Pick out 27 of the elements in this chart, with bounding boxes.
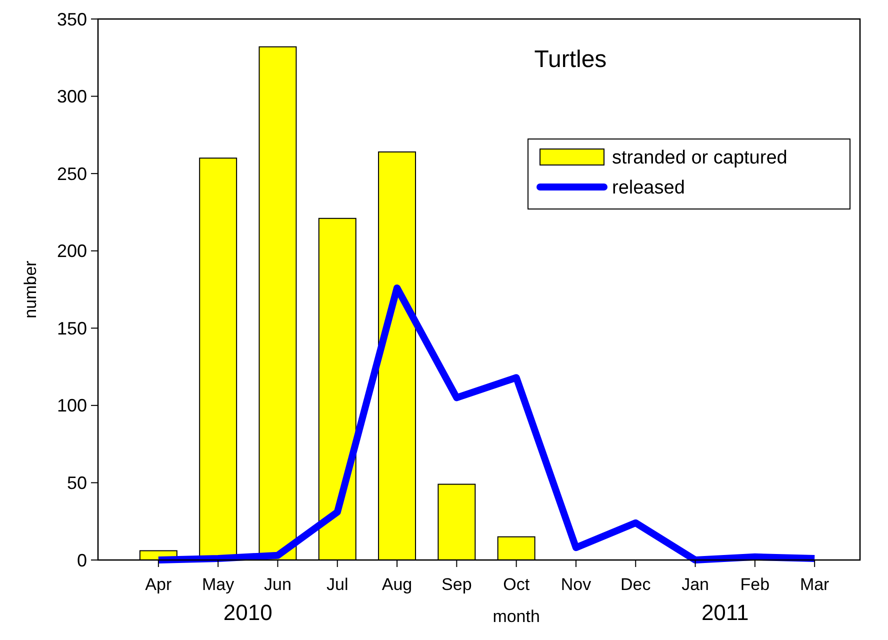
x-tick-label: Mar xyxy=(800,575,830,594)
legend-label: released xyxy=(612,178,685,199)
legend-label: stranded or captured xyxy=(612,148,788,169)
y-tick-label: 0 xyxy=(76,550,87,570)
x-tick-label: Sep xyxy=(442,575,472,594)
x-axis-title: month xyxy=(492,607,540,626)
x-tick-label: Jun xyxy=(264,575,292,594)
y-tick-label: 100 xyxy=(56,396,87,416)
x-tick-label: Feb xyxy=(740,575,770,594)
text: 2010 xyxy=(223,600,272,625)
y-tick-label: 200 xyxy=(56,241,87,262)
x-tick-label: Aug xyxy=(382,575,412,594)
y-tick-label: 50 xyxy=(66,473,87,494)
x-tick-label: Nov xyxy=(560,575,592,594)
x-tick-label: Dec xyxy=(620,575,652,594)
y-tick-label: 250 xyxy=(56,164,87,184)
y-tick-label: 350 xyxy=(56,9,87,30)
text: Turtles xyxy=(534,46,607,73)
y-tick-label: 150 xyxy=(56,318,87,338)
x-tick-label: Jan xyxy=(682,575,709,594)
x-tick-label: Apr xyxy=(145,575,172,594)
x-tick-label: Oct xyxy=(503,575,530,594)
x-tick-label: May xyxy=(202,575,235,594)
text: 2011 xyxy=(701,600,749,625)
y-tick-label: 300 xyxy=(56,86,87,107)
x-tick-label: Jul xyxy=(326,575,348,594)
y-axis-title: number xyxy=(21,260,40,318)
